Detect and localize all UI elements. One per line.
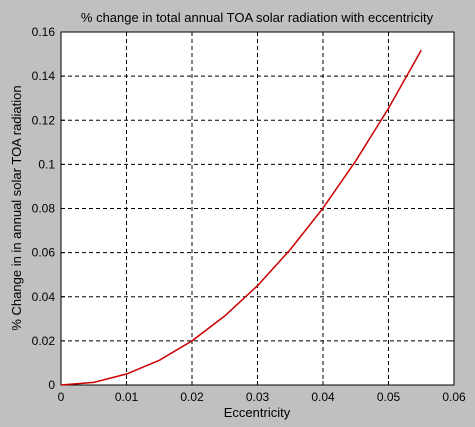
axis-ticks [60, 31, 455, 386]
y-axis-label: % Change in in annual solar TOA radiatio… [9, 85, 24, 330]
series-line [60, 49, 422, 386]
x-tick-label: 0.02 [180, 390, 204, 404]
x-tick-label: 0.05 [377, 390, 401, 404]
y-tick-label: 0.1 [38, 157, 55, 171]
y-tick-label: 0.04 [32, 290, 56, 304]
x-tick-label: 0.03 [246, 390, 270, 404]
y-tick-label: 0.16 [32, 25, 56, 39]
x-tick-labels: 0 0.01 0.02 0.03 0.04 0.05 0.06 [58, 390, 466, 404]
x-tick-label: 0.01 [115, 390, 139, 404]
y-tick-label: 0 [48, 378, 55, 392]
y-tick-label: 0.08 [32, 202, 56, 216]
x-axis-label: Eccentricity [224, 405, 291, 420]
y-tick-labels: 0 0.02 0.04 0.06 0.08 0.1 0.12 0.14 0.16 [32, 25, 56, 392]
y-tick-label: 0.14 [32, 69, 56, 83]
y-tick-label: 0.02 [32, 334, 56, 348]
series-group [60, 49, 422, 386]
y-tick-label: 0.06 [32, 246, 56, 260]
chart-title: % change in total annual TOA solar radia… [81, 10, 434, 25]
y-tick-label: 0.12 [32, 113, 56, 127]
x-tick-label: 0 [58, 390, 65, 404]
grid-lines [61, 32, 454, 385]
x-tick-label: 0.04 [311, 390, 335, 404]
x-tick-label: 0.06 [442, 390, 466, 404]
